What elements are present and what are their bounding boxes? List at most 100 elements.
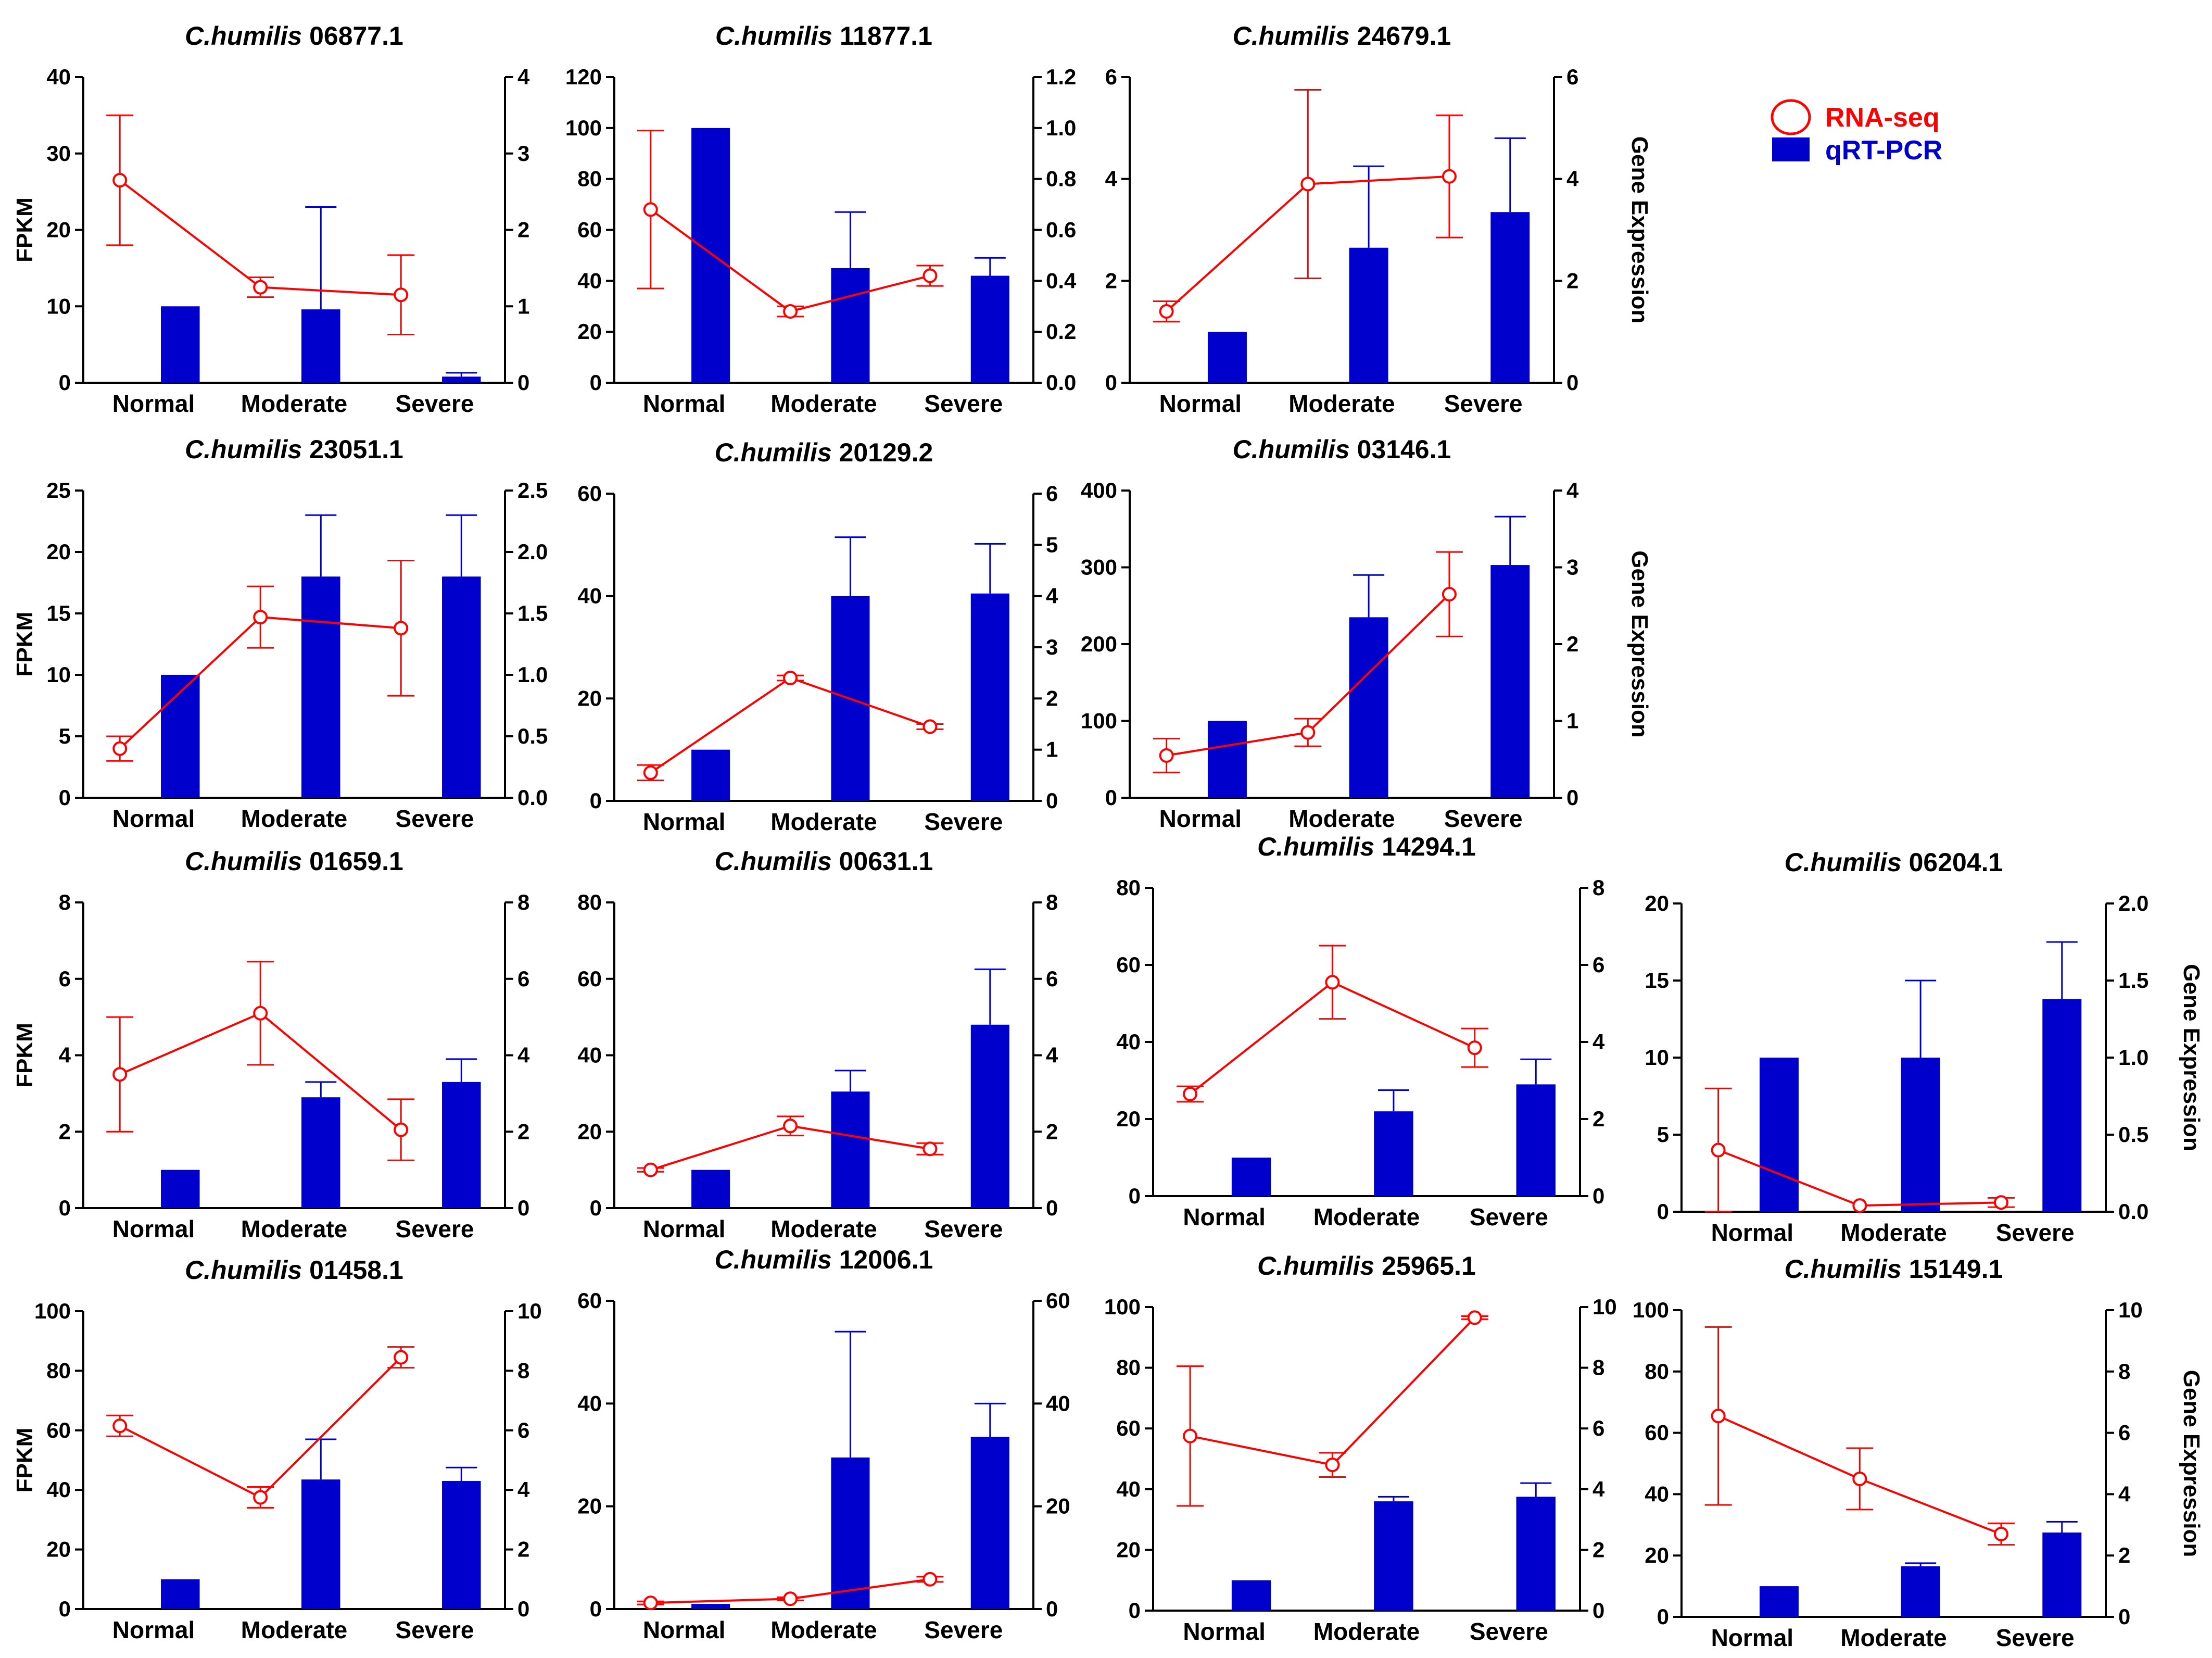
right-axis-title: Gene Expression: [1627, 550, 1652, 737]
right-axis-tick-label: 2.0: [2118, 891, 2148, 915]
left-axis-tick-label: 80: [577, 890, 602, 914]
qrtpcr-bar: [691, 128, 730, 383]
chart-panel: C.humilis 20129.2 0 20 40 60 0 1 2 3 4 5 6 Normal Mod…: [577, 438, 1058, 835]
left-axis-tick-label: 60: [1116, 1416, 1141, 1440]
left-axis-tick-label: 100: [34, 1299, 71, 1323]
left-axis-tick-label: 20: [1116, 1107, 1141, 1131]
panel-title: C.humilis 11877.1: [715, 21, 932, 51]
right-axis-tick-label: 1: [1046, 737, 1058, 762]
rnaseq-point: [1711, 1409, 1726, 1424]
left-axis-tick-label: 10: [46, 662, 71, 687]
right-axis-tick-label: 1.5: [517, 601, 548, 625]
left-axis-tick-label: 6: [59, 966, 71, 991]
category-label: Moderate: [770, 1215, 877, 1242]
category-label: Normal: [643, 1215, 725, 1242]
left-axis-tick-label: 2: [59, 1119, 71, 1144]
rnaseq-point: [1442, 587, 1457, 602]
left-axis-tick-label: 15: [46, 601, 71, 625]
rnaseq-point: [1183, 1086, 1198, 1101]
right-axis-title: Gene Expression: [2179, 964, 2204, 1151]
chart-panel: C.humilis 15149.1 0 20 40 60 80 100 0 2 4 6 8 10 Norm…: [1633, 1254, 2204, 1651]
left-axis-tick-label: 0: [59, 1597, 71, 1621]
left-axis-tick-label: 10: [1645, 1045, 1669, 1070]
left-axis-tick-label: 20: [577, 686, 602, 710]
right-axis-tick-label: 10: [2118, 1298, 2143, 1322]
qrtpcr-bar: [1759, 1058, 1799, 1212]
rnaseq-point: [783, 1591, 798, 1606]
category-label: Severe: [1996, 1624, 2075, 1651]
category-label: Moderate: [241, 1215, 347, 1242]
category-label: Normal: [1711, 1624, 1793, 1651]
rnaseq-point: [1159, 304, 1174, 319]
qrtpcr-bar: [442, 1481, 481, 1609]
right-axis-tick-label: 6: [1592, 952, 1604, 977]
right-axis-tick-label: 5: [1046, 532, 1058, 557]
panel-title-gene-id: 00631.1: [839, 847, 933, 876]
panel-title-gene-id: 06877.1: [309, 21, 403, 51]
legend-rnaseq-marker: [1771, 99, 1811, 135]
chart-panel: C.humilis 06877.1 0 10 20 30 40 0 1 2 3 4 Normal Mod…: [12, 21, 530, 417]
right-axis-tick-label: 6: [1046, 966, 1058, 991]
right-axis-tick-label: 60: [1046, 1288, 1070, 1313]
left-axis-tick-label: 100: [1104, 1295, 1141, 1319]
rnaseq-point: [112, 173, 128, 188]
left-axis-title: FPKM: [12, 1023, 37, 1088]
left-axis-tick-label: 60: [577, 966, 602, 991]
panel-title: C.humilis 06204.1: [1785, 848, 2003, 877]
rnaseq-point: [112, 1067, 128, 1082]
panel-title-species: C.humilis: [185, 847, 309, 876]
panel-title-gene-id: 14294.1: [1382, 832, 1476, 861]
left-axis-tick-label: 20: [1645, 891, 1669, 915]
right-axis-tick-label: 8: [1592, 1355, 1604, 1380]
category-label: Moderate: [241, 390, 347, 417]
left-axis-tick-label: 0: [59, 370, 71, 395]
left-axis-tick-label: 60: [577, 481, 602, 506]
rnaseq-point: [643, 1596, 658, 1611]
category-label: Normal: [1159, 390, 1242, 417]
category-label: Severe: [1470, 1203, 1548, 1230]
right-axis-tick-label: 2: [517, 1537, 529, 1562]
category-label: Normal: [112, 1215, 195, 1242]
panel-title-species: C.humilis: [1233, 435, 1357, 464]
panel-title-gene-id: 15149.1: [1909, 1254, 2003, 1284]
right-axis-tick-label: 4: [1592, 1477, 1605, 1501]
left-axis-tick-label: 80: [46, 1358, 71, 1383]
category-label: Normal: [1183, 1618, 1265, 1645]
panel-title: C.humilis 01659.1: [185, 847, 403, 876]
right-axis-tick-label: 0: [1046, 1597, 1058, 1621]
left-axis-tick-label: 20: [1116, 1537, 1141, 1562]
rnaseq-point: [394, 287, 409, 303]
panel-title: C.humilis 00631.1: [715, 847, 933, 876]
left-axis-tick-label: 200: [1081, 632, 1117, 656]
left-axis-tick-label: 40: [577, 1043, 602, 1067]
rnaseq-point: [1325, 975, 1340, 990]
qrtpcr-bar: [970, 1437, 1009, 1609]
panel-title-species: C.humilis: [715, 438, 839, 467]
right-axis-tick-label: 4: [517, 1043, 530, 1067]
panel-title-species: C.humilis: [715, 21, 840, 51]
category-label: Severe: [924, 808, 1003, 835]
right-axis-tick-label: 8: [1592, 875, 1604, 900]
rnaseq-line: [1190, 1317, 1476, 1466]
panel-title: C.humilis 12006.1: [715, 1245, 933, 1274]
right-axis-tick-label: 6: [1592, 1416, 1604, 1440]
right-axis-tick-label: 0: [1566, 370, 1578, 395]
left-axis-tick-label: 0: [590, 1597, 602, 1621]
panel-title-gene-id: 11877.1: [840, 21, 932, 51]
left-axis-tick-label: 0: [1129, 1184, 1141, 1208]
left-axis-tick-label: 4: [1105, 167, 1118, 191]
qrtpcr-bar: [161, 306, 200, 383]
rnaseq-point: [1852, 1198, 1867, 1213]
right-axis-tick-label: 4: [1566, 167, 1579, 191]
right-axis-tick-label: 2: [1046, 686, 1058, 710]
category-label: Severe: [924, 390, 1003, 417]
rnaseq-point: [112, 1418, 128, 1434]
panel-title: C.humilis 20129.2: [715, 438, 933, 467]
left-axis-tick-label: 0: [1105, 370, 1117, 395]
left-axis-tick-label: 2: [1105, 268, 1117, 293]
category-label: Moderate: [770, 390, 877, 417]
left-axis-title: FPKM: [12, 197, 37, 262]
left-axis-tick-label: 80: [577, 167, 602, 191]
qrtpcr-bar: [161, 675, 200, 798]
category-label: Severe: [396, 805, 474, 832]
